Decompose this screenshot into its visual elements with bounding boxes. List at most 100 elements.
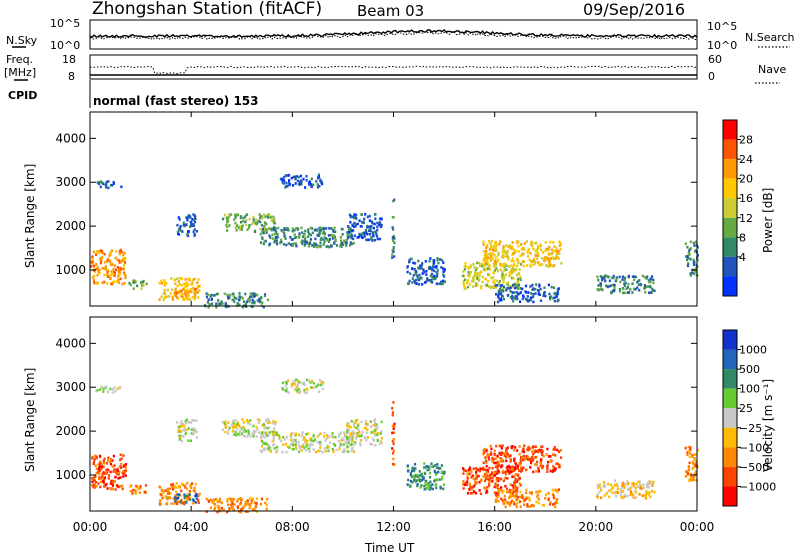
x-tick-label: 04:00 [174, 520, 209, 534]
heatmap-cell [557, 298, 560, 302]
heatmap-cell [348, 428, 351, 432]
heatmap-cell [519, 484, 522, 487]
heatmap-cell [108, 259, 111, 263]
heatmap-cell [493, 279, 496, 282]
heatmap-cell [228, 507, 231, 510]
heatmap-cell [116, 387, 119, 391]
heatmap-cell [160, 279, 163, 283]
freq-panel-frame [89, 54, 698, 80]
heatmap-cell [282, 443, 285, 447]
heatmap-cell [525, 488, 528, 492]
heatmap-cell [627, 274, 630, 278]
heatmap-cell [502, 297, 505, 301]
heatmap-cell [537, 290, 540, 293]
heatmap-cell [194, 483, 197, 486]
heatmap-cell [435, 478, 438, 481]
heatmap-cell [618, 288, 621, 291]
heatmap-cell [484, 261, 487, 265]
heatmap-cell [359, 442, 362, 445]
heatmap-cell [364, 228, 367, 232]
heatmap-cell [626, 494, 629, 498]
heatmap-cell [349, 438, 352, 441]
heatmap-cell [342, 443, 345, 446]
heatmap-cell [480, 262, 484, 266]
heatmap-cell [265, 434, 268, 437]
heatmap-cell [652, 480, 655, 484]
heatmap-cell [515, 273, 518, 277]
heatmap-cell [185, 494, 188, 498]
heatmap-cell [601, 288, 604, 291]
heatmap-cell [239, 426, 243, 429]
heatmap-cell [485, 491, 488, 494]
heatmap-cell [335, 448, 338, 452]
heatmap-cell [188, 289, 191, 292]
heatmap-cell [103, 252, 106, 256]
heatmap-cell [317, 175, 321, 178]
heatmap-cell [181, 277, 184, 281]
heatmap-cell [412, 479, 416, 482]
heatmap-cell [690, 478, 693, 482]
heatmap-cell [93, 270, 97, 273]
heatmap-cell [190, 421, 193, 424]
heatmap-cell [422, 268, 425, 271]
heatmap-cell [414, 272, 417, 275]
heatmap-cell [516, 464, 520, 468]
heatmap-cell [632, 482, 635, 486]
heatmap-cell [241, 305, 244, 309]
heatmap-cell [233, 433, 236, 436]
heatmap-cell [526, 504, 529, 508]
heatmap-cell [355, 437, 358, 440]
heatmap-cell [214, 506, 217, 510]
heatmap-cell [277, 226, 280, 230]
heatmap-cell [646, 275, 649, 279]
heatmap-cell [337, 439, 340, 443]
heatmap-cell [499, 240, 502, 243]
heatmap-cell [532, 259, 535, 263]
heatmap-cell [532, 452, 535, 456]
heatmap-cell [330, 435, 333, 438]
heatmap-cell [431, 268, 434, 272]
heatmap-cell [356, 424, 360, 428]
heatmap-cell [510, 470, 513, 474]
heatmap-cell [526, 264, 529, 267]
colorbar-swatch [723, 178, 737, 199]
heatmap-cell [522, 247, 525, 250]
heatmap-cell [309, 183, 312, 186]
heatmap-cell [286, 227, 289, 230]
heatmap-cell [227, 216, 230, 219]
heatmap-cell [429, 486, 433, 490]
heatmap-cell [442, 261, 445, 264]
freq-nave-panel: Freq. [MHz] 18 8 60 0 Nave [4, 53, 786, 84]
heatmap-cell [599, 285, 603, 288]
heatmap-cell [433, 479, 436, 483]
heatmap-cell [289, 443, 292, 447]
heatmap-cell [195, 436, 198, 439]
heatmap-cell [180, 489, 183, 493]
heatmap-cell [486, 260, 489, 264]
heatmap-cell [334, 238, 337, 242]
colorbar-swatch [723, 256, 737, 277]
heatmap-cell [599, 275, 602, 278]
heatmap-cell [299, 446, 302, 450]
heatmap-cell [519, 262, 523, 266]
heatmap-cell [273, 427, 276, 430]
heatmap-cell [476, 261, 479, 265]
heatmap-cell [488, 458, 491, 461]
heatmap-cell [422, 477, 425, 480]
heatmap-cell [301, 239, 304, 243]
heatmap-cell [115, 268, 118, 272]
heatmap-cell [186, 481, 189, 485]
heatmap-cell [307, 244, 311, 248]
heatmap-cell [234, 213, 237, 217]
heatmap-cell [213, 294, 216, 297]
heatmap-cell [193, 291, 196, 295]
heatmap-cell [428, 488, 431, 491]
heatmap-cell [518, 495, 521, 499]
heatmap-cell [640, 484, 643, 488]
heatmap-cell [686, 264, 689, 268]
heatmap-cell [478, 274, 481, 277]
heatmap-cell [97, 471, 100, 474]
heatmap-cell [369, 442, 372, 446]
